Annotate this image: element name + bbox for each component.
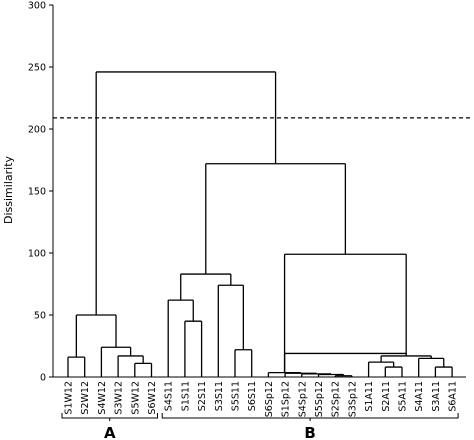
group-bracket bbox=[161, 413, 459, 419]
y-tick-label: 100 bbox=[28, 249, 46, 260]
leaf-label: S3A11 bbox=[431, 381, 442, 412]
group-label: B bbox=[304, 424, 315, 440]
leaf-label: S3S11 bbox=[214, 381, 225, 411]
leaf-label: S4S11 bbox=[164, 381, 175, 411]
leaf-label: S4A11 bbox=[414, 381, 425, 412]
y-tick-label: 150 bbox=[28, 187, 46, 198]
leaf-label: S4W12 bbox=[97, 381, 108, 415]
leaf-label: S5A11 bbox=[398, 381, 409, 412]
leaf-label: S5W12 bbox=[130, 381, 141, 415]
leaf-label: S2Sp12 bbox=[331, 381, 342, 417]
leaf-label: S2A11 bbox=[381, 381, 392, 412]
leaf-label: S3W12 bbox=[114, 381, 125, 415]
leaf-label: S3Sp12 bbox=[347, 381, 358, 417]
leaf-label: S1A11 bbox=[364, 381, 375, 412]
leaf-label: S6S11 bbox=[247, 381, 258, 411]
leaf-label: S1Sp12 bbox=[281, 381, 292, 417]
leaf-label: S6Sp12 bbox=[264, 381, 275, 417]
leaf-label: S2S11 bbox=[197, 381, 208, 411]
y-tick-label: 50 bbox=[34, 311, 46, 322]
leaf-label: S4Sp12 bbox=[297, 381, 308, 417]
y-tick-label: 200 bbox=[28, 125, 46, 136]
leaf-label: S2W12 bbox=[80, 381, 91, 415]
leaf-labels: S1W12 S2W12 S4W12 S3W12 S5W12 S6W12 S4S11 S1S11… bbox=[64, 381, 459, 417]
leaf-label: S5Sp12 bbox=[314, 381, 325, 417]
y-tick-label: 250 bbox=[28, 63, 46, 74]
group-label: A bbox=[104, 424, 116, 440]
y-tick-label: 0 bbox=[40, 373, 46, 384]
leaf-label: S5S11 bbox=[231, 381, 242, 411]
leaf-label: S6W12 bbox=[147, 381, 158, 415]
dendrogram-branches bbox=[67, 71, 453, 377]
y-axis: 0 50 100 150 200 250 300 bbox=[28, 1, 466, 384]
y-axis-label: Dissimilarity bbox=[2, 156, 15, 225]
leaf-label: S6A11 bbox=[448, 381, 459, 412]
leaf-label: S1S11 bbox=[180, 381, 191, 411]
y-tick-label: 300 bbox=[28, 1, 46, 12]
group-bracket bbox=[61, 413, 158, 419]
leaf-label: S1W12 bbox=[64, 381, 75, 415]
